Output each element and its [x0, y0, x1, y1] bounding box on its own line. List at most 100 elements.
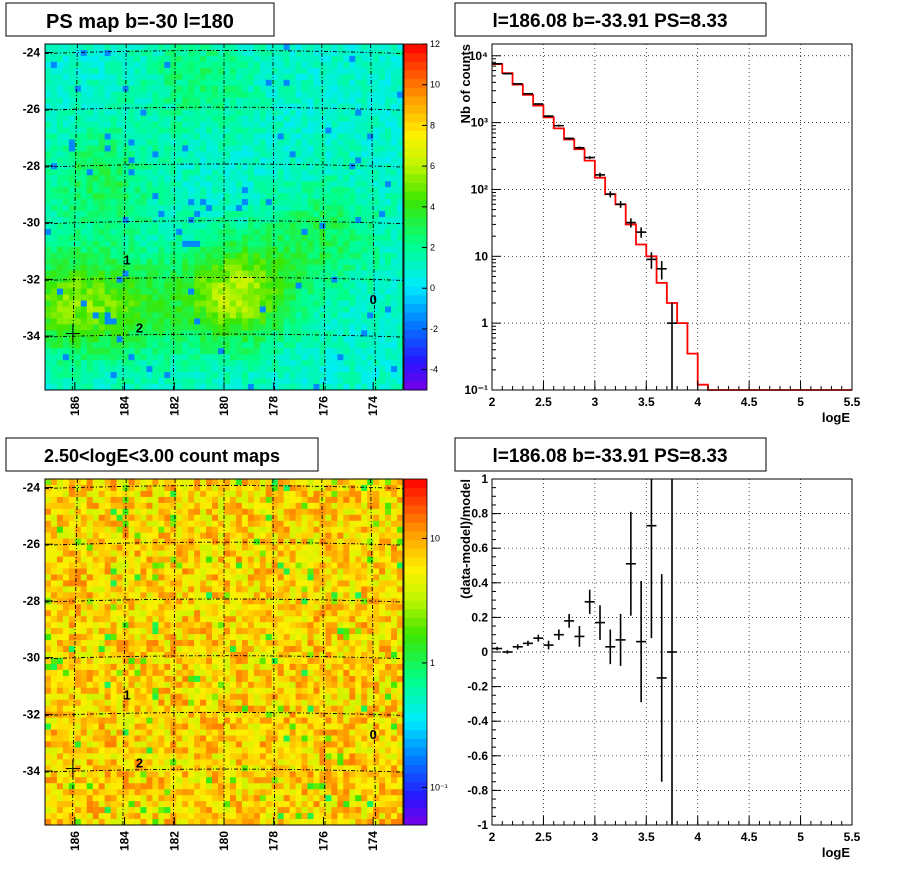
- map-cell: [134, 699, 141, 707]
- map-cell: [391, 288, 398, 295]
- map-cell: [80, 681, 88, 689]
- map-cell: [235, 240, 243, 248]
- map-cell: [361, 103, 368, 111]
- map-cell: [265, 324, 273, 331]
- map-cell: [56, 44, 64, 51]
- map-cell: [98, 693, 106, 701]
- map-cell: [289, 330, 296, 337]
- map-cell: [122, 187, 129, 194]
- map-cell: [116, 384, 123, 391]
- map-cell: [229, 306, 237, 313]
- map-cell: [164, 181, 171, 188]
- map-cell: [98, 288, 106, 295]
- map-cell: [379, 145, 386, 152]
- map-cell: [229, 109, 237, 116]
- map-cell: [229, 324, 237, 331]
- map-cell: [116, 628, 123, 635]
- map-cell: [68, 550, 76, 557]
- map-cell: [259, 193, 267, 200]
- map-cell: [253, 372, 261, 379]
- map-cell: [146, 127, 153, 134]
- colorbar-segment: [404, 87, 427, 97]
- map-cell: [152, 610, 159, 617]
- map-cell: [45, 330, 52, 337]
- map-cell: [128, 228, 135, 236]
- map-cell: [385, 252, 392, 260]
- map-cell: [45, 55, 52, 63]
- map-cell: [331, 61, 338, 69]
- map-cell: [56, 318, 64, 325]
- map-cell: [158, 479, 165, 486]
- map-cell: [349, 276, 356, 284]
- map-cell: [349, 175, 356, 182]
- map-cell: [50, 687, 58, 695]
- map-cell: [373, 270, 380, 278]
- map-cell: [253, 354, 261, 361]
- map-cell: [68, 151, 76, 158]
- map-cell: [92, 592, 100, 599]
- map-cell: [277, 258, 285, 266]
- map-cell: [289, 103, 296, 111]
- map-cell: [146, 276, 153, 284]
- map-cell: [385, 91, 392, 99]
- map-cell: [45, 240, 52, 248]
- map-cell: [379, 67, 386, 75]
- map-cell: [337, 211, 344, 218]
- map-cell: [92, 175, 100, 182]
- map-cell: [253, 348, 261, 355]
- map-cell: [337, 97, 344, 105]
- map-cell: [45, 729, 52, 736]
- map-cell: [307, 115, 314, 122]
- map-cell: [134, 228, 141, 236]
- map-cell: [235, 348, 243, 355]
- map-cell: [122, 783, 129, 790]
- map-cell: [146, 592, 153, 599]
- map-cell: [50, 490, 58, 498]
- map-cell: [50, 681, 58, 689]
- map-cell: [152, 360, 159, 367]
- map-cell: [361, 384, 368, 391]
- map-cell: [92, 342, 100, 349]
- map-cell: [80, 157, 88, 164]
- colorbar-tick-label: 10: [430, 80, 440, 90]
- map-cell: [80, 520, 88, 528]
- map-cell: [397, 97, 404, 105]
- map-cell: [301, 211, 308, 218]
- map-cell: [337, 199, 344, 206]
- map-cell: [104, 759, 112, 766]
- map-cell: [391, 181, 398, 188]
- map-cell: [283, 360, 291, 367]
- map-cell: [367, 342, 374, 349]
- map-cell: [379, 169, 386, 176]
- map-cell: [241, 336, 249, 343]
- map-cell: [146, 163, 153, 170]
- map-cell: [283, 306, 291, 313]
- map-cell: [206, 246, 213, 254]
- map-cell: [194, 372, 201, 379]
- map-cell: [319, 199, 326, 206]
- map-cell: [218, 366, 225, 373]
- map-cell: [301, 145, 308, 152]
- map-cell: [182, 187, 189, 194]
- map-cell: [68, 55, 76, 63]
- map-cell: [265, 79, 273, 87]
- count-map-cells: [45, 479, 404, 826]
- map-cell: [343, 258, 350, 266]
- map-cell: [170, 187, 177, 194]
- map-cell: [343, 211, 350, 218]
- map-cell: [74, 300, 82, 307]
- map-cell: [361, 133, 368, 140]
- map-cell: [361, 354, 368, 361]
- map-cell: [164, 807, 171, 814]
- map-cell: [122, 556, 129, 563]
- map-cell: [289, 109, 296, 116]
- map-cell: [68, 687, 76, 695]
- map-cell: [170, 55, 177, 63]
- map-cell: [104, 681, 112, 689]
- map-cell: [277, 103, 285, 111]
- data-point: [574, 146, 585, 150]
- map-cell: [50, 378, 58, 385]
- map-cell: [361, 372, 368, 379]
- map-cell: [158, 699, 165, 707]
- map-cell: [134, 199, 141, 206]
